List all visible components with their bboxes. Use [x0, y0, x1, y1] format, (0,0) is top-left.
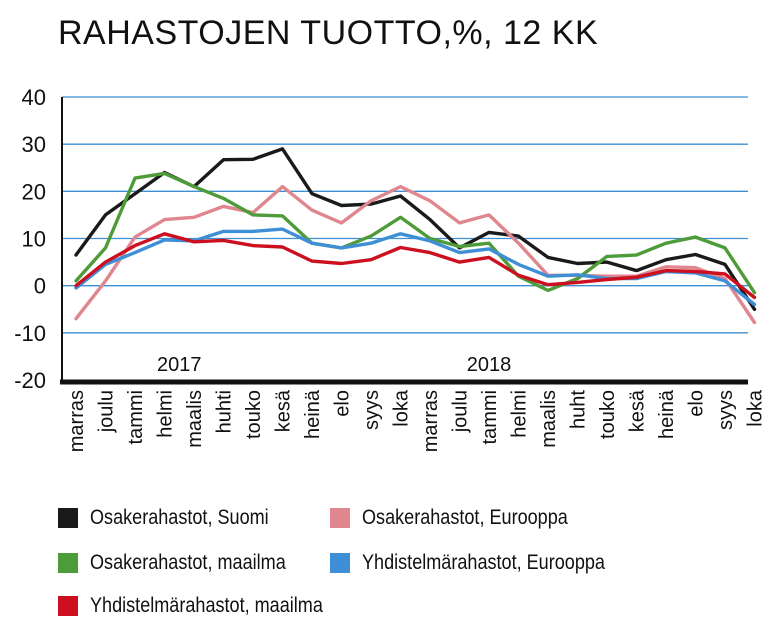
- x-tick-label: loka: [745, 389, 767, 427]
- year-label: 2017: [157, 354, 202, 376]
- x-tick-label: elo: [686, 390, 708, 417]
- legend-item-yhdistelmarahastot-maailma: Yhdistelmärahastot, maailma: [58, 594, 361, 618]
- legend-item-osakerahastot-suomi: Osakerahastot, Suomi: [58, 506, 298, 530]
- series-lines: [74, 147, 757, 325]
- x-tick-label: elo: [332, 390, 354, 417]
- x-tick-label: tammi: [479, 390, 501, 444]
- x-tick-label: syys: [361, 390, 383, 430]
- x-tick-label: tammi: [125, 390, 147, 444]
- x-tick-label: helmi: [509, 390, 531, 438]
- legend-swatch: [58, 553, 78, 573]
- x-tick-label: heinä: [302, 389, 324, 439]
- legend-label: Yhdistelmärahastot, Eurooppa: [362, 551, 605, 574]
- x-tick-label: kesä: [627, 389, 649, 432]
- legend-swatch: [58, 596, 78, 616]
- x-tick-label: heinä: [656, 389, 678, 439]
- legend-label: Osakerahastot, Eurooppa: [362, 506, 568, 529]
- x-tick-label: joulu: [450, 390, 472, 433]
- legend-label: Yhdistelmärahastot, maailma: [90, 594, 323, 617]
- x-tick-label: touko: [597, 390, 619, 439]
- gridlines: [62, 96, 748, 334]
- x-tick-label: marras: [420, 390, 442, 452]
- legend-label: Osakerahastot, maailma: [90, 551, 286, 574]
- x-tick-label: touko: [243, 390, 265, 439]
- x-tick-label: loka: [391, 389, 413, 427]
- x-tick-label: maalis: [184, 390, 206, 448]
- chart-title: RAHASTOJEN TUOTTO,%, 12 KK: [58, 14, 599, 52]
- legend-swatch: [58, 508, 78, 528]
- x-tick-label: helmi: [155, 390, 177, 438]
- y-tick-label: 30: [22, 132, 46, 157]
- legend-item-osakerahastot-eurooppa: Osakerahastot, Eurooppa: [330, 506, 601, 530]
- legend-item-osakerahastot-maailma: Osakerahastot, maailma: [58, 551, 318, 575]
- x-tick-label: joulu: [96, 390, 118, 433]
- year-label: 2018: [467, 354, 512, 376]
- legend-swatch: [330, 508, 350, 528]
- series-line: [74, 232, 757, 300]
- x-tick-label: kesä: [273, 389, 295, 432]
- x-tick-label: huhti: [214, 390, 236, 433]
- x-tick-label: syys: [715, 390, 737, 430]
- legend-label: Osakerahastot, Suomi: [90, 506, 269, 529]
- y-tick-label: 20: [22, 179, 46, 204]
- y-tick-label: 40: [22, 85, 46, 110]
- axes: [60, 97, 748, 385]
- legend-swatch: [330, 553, 350, 573]
- x-tick-label: maalis: [538, 390, 560, 448]
- x-tick-label: marras: [66, 390, 88, 452]
- y-tick-label: 10: [22, 227, 46, 252]
- legend-item-yhdistelmarahastot-eurooppa: Yhdistelmärahastot, Eurooppa: [330, 551, 645, 575]
- y-tick-label: -20: [14, 368, 46, 393]
- y-tick-label: 0: [34, 274, 46, 299]
- series-line: [74, 171, 757, 295]
- series-line: [74, 227, 757, 307]
- x-tick-label: huht: [568, 390, 590, 429]
- y-tick-label: -10: [14, 321, 46, 346]
